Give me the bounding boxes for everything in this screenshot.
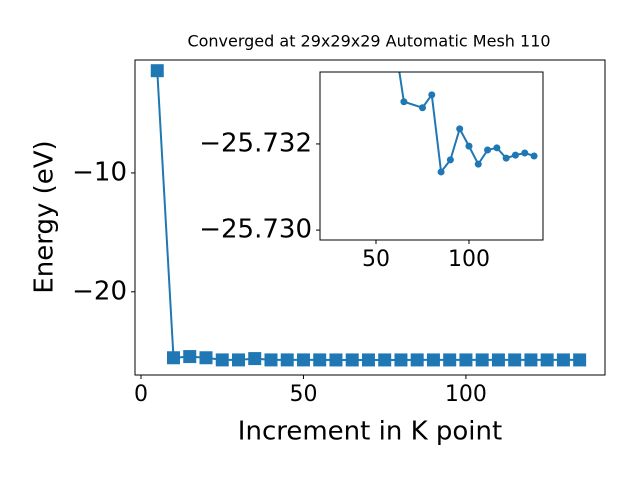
plot-area: [150, 64, 587, 367]
marker: [437, 168, 445, 176]
x-tick-label: 100: [445, 382, 487, 407]
marker: [530, 152, 538, 160]
axes-frame: [319, 71, 544, 241]
marker: [465, 142, 473, 150]
y-tick-label: −20: [72, 276, 127, 306]
marker: [502, 154, 510, 162]
marker: [474, 160, 482, 168]
marker: [475, 353, 489, 367]
marker: [313, 353, 327, 367]
y-axis-label: Energy (eV): [30, 140, 60, 293]
marker: [150, 64, 164, 78]
marker: [491, 353, 505, 367]
marker: [361, 353, 375, 367]
marker: [459, 353, 473, 367]
marker: [183, 350, 197, 364]
marker: [573, 353, 587, 367]
marker: [524, 353, 538, 367]
y-tick-label: −25.732: [199, 128, 312, 158]
marker: [215, 353, 229, 367]
x-tick-label: 50: [289, 382, 317, 407]
marker: [280, 353, 294, 367]
x-axis-label: Increment in K point: [238, 417, 502, 447]
marker: [540, 353, 554, 367]
x-tick-label: 50: [362, 247, 390, 272]
marker: [394, 353, 408, 367]
marker: [456, 125, 464, 133]
marker: [248, 352, 262, 366]
y-tick-label: −10: [72, 157, 127, 187]
x-tick-label: 100: [448, 247, 490, 272]
marker: [378, 353, 392, 367]
marker: [511, 151, 519, 159]
marker: [443, 353, 457, 367]
marker: [418, 104, 426, 112]
marker: [296, 353, 310, 367]
marker: [264, 353, 278, 367]
marker: [231, 353, 245, 367]
axes-frame: [134, 59, 606, 376]
marker: [329, 353, 343, 367]
marker: [484, 146, 492, 154]
marker: [199, 351, 213, 365]
marker: [410, 353, 424, 367]
x-tick-label: 0: [134, 382, 148, 407]
marker: [556, 353, 570, 367]
y-tick-label: −25.730: [199, 215, 312, 245]
marker: [345, 353, 359, 367]
marker: [400, 98, 408, 106]
marker: [508, 353, 522, 367]
marker: [493, 144, 501, 152]
plot-area: [398, 72, 538, 176]
marker: [446, 156, 454, 164]
marker: [428, 91, 436, 99]
marker: [426, 353, 440, 367]
marker: [521, 149, 529, 157]
chart-title: Converged at 29x29x29 Automatic Mesh 110: [187, 32, 550, 51]
marker: [167, 351, 181, 365]
